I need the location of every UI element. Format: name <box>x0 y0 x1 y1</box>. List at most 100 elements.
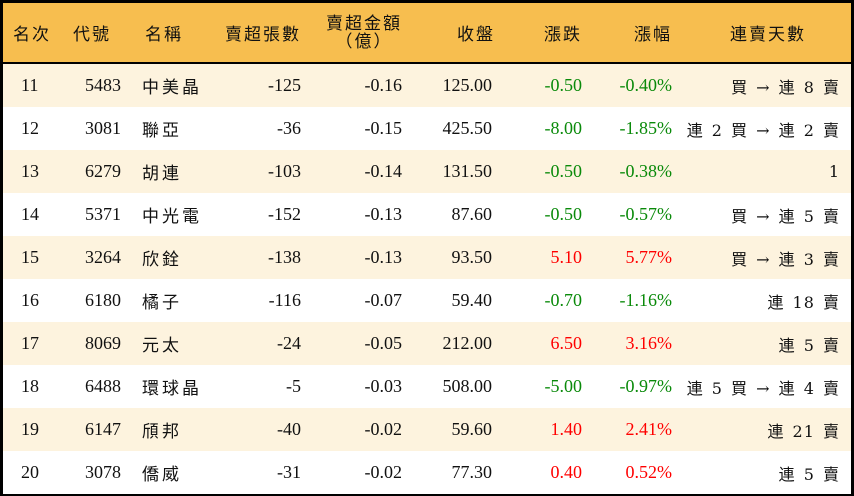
change-pct-cell: -0.57% <box>619 204 673 224</box>
close-price-cell: 508.00 <box>442 376 493 396</box>
header-net-sell-amount: 賣超金額 （億） <box>323 3 405 62</box>
table-row: 14 5371 中光電 -152 -0.13 87.60 -0.50 -0.57% 買 → 連 … <box>3 193 851 236</box>
code-cell: 3264 <box>85 247 121 267</box>
rank-cell: 19 <box>21 419 39 439</box>
table-row: 16 6180 橘子 -116 -0.07 59.40 -0.70 -1.16% 連 18 賣 <box>3 279 851 322</box>
name-cell: 中光電 <box>142 207 202 227</box>
code-cell: 3081 <box>85 118 121 138</box>
rank-cell: 12 <box>21 118 39 138</box>
net-sell-volume-cell: -125 <box>268 75 301 95</box>
rank-cell: 17 <box>21 333 39 353</box>
net-sell-volume-cell: -116 <box>268 290 301 310</box>
change-pct-cell: -0.38% <box>619 161 673 181</box>
streak-cell: 1 <box>828 162 840 181</box>
close-price-cell: 59.60 <box>451 419 493 439</box>
net-sell-volume-cell: -138 <box>268 247 301 267</box>
table-row: 13 6279 胡連 -103 -0.14 131.50 -0.50 -0.38% 1 <box>3 150 851 193</box>
net-sell-amount-cell: -0.13 <box>364 247 403 267</box>
net-sell-ranking-table: 名次 代號 名稱 賣超張數 賣超金額 （億） 收盤 漲跌 漲幅 連賣天數 11 5… <box>3 3 851 494</box>
close-price-cell: 125.00 <box>442 75 493 95</box>
header-rank: 名次 <box>13 25 51 45</box>
net-sell-amount-cell: -0.07 <box>364 290 403 310</box>
change-cell: 1.40 <box>550 419 583 439</box>
code-cell: 6488 <box>85 376 121 396</box>
change-pct-cell: 0.52% <box>625 462 673 482</box>
change-cell: -5.00 <box>544 376 583 396</box>
change-cell: -0.50 <box>544 75 583 95</box>
net-sell-volume-cell: -152 <box>268 204 301 224</box>
close-price-cell: 212.00 <box>442 333 493 353</box>
change-pct-cell: -1.85% <box>619 118 673 138</box>
net-sell-amount-cell: -0.03 <box>364 376 403 396</box>
code-cell: 6279 <box>85 161 121 181</box>
name-cell: 僑威 <box>142 465 182 485</box>
change-pct-cell: -0.40% <box>619 75 673 95</box>
header-code: 代號 <box>73 25 111 45</box>
streak-cell: 連 5 賣 <box>778 464 840 484</box>
code-cell: 3078 <box>85 462 121 482</box>
table-row: 17 8069 元太 -24 -0.05 212.00 6.50 3.16% 連 5 賣 <box>3 322 851 365</box>
streak-cell: 買 → 連 8 賣 <box>731 77 840 97</box>
net-sell-amount-cell: -0.15 <box>364 118 403 138</box>
name-cell: 中美晶 <box>142 78 202 98</box>
name-cell: 橘子 <box>142 293 182 313</box>
net-sell-volume-cell: -24 <box>277 333 301 353</box>
rank-cell: 14 <box>21 204 39 224</box>
change-pct-cell: 2.41% <box>625 419 673 439</box>
net-sell-volume-cell: -103 <box>268 161 301 181</box>
net-sell-amount-cell: -0.05 <box>364 333 403 353</box>
close-price-cell: 87.60 <box>451 204 493 224</box>
net-sell-volume-cell: -36 <box>277 118 301 138</box>
close-price-cell: 93.50 <box>451 247 493 267</box>
close-price-cell: 59.40 <box>451 290 493 310</box>
net-sell-amount-cell: -0.16 <box>364 75 403 95</box>
change-cell: 0.40 <box>550 462 583 482</box>
net-sell-volume-cell: -31 <box>277 462 301 482</box>
change-cell: -0.70 <box>544 290 583 310</box>
rank-cell: 13 <box>21 161 39 181</box>
change-pct-cell: -0.97% <box>619 376 673 396</box>
header-net-sell-amount-line1: 賣超金額 <box>326 13 402 34</box>
header-streak: 連賣天數 <box>730 25 806 45</box>
net-sell-volume-cell: -40 <box>277 419 301 439</box>
code-cell: 5483 <box>85 75 121 95</box>
streak-cell: 連 18 賣 <box>767 292 840 312</box>
rank-cell: 18 <box>21 376 39 396</box>
change-pct-cell: 3.16% <box>625 333 673 353</box>
table-body: 11 5483 中美晶 -125 -0.16 125.00 -0.50 -0.40% 買 → 連… <box>3 64 851 494</box>
name-cell: 聯亞 <box>142 121 182 141</box>
streak-cell: 連 5 買 → 連 4 賣 <box>686 378 840 398</box>
table-row: 18 6488 環球晶 -5 -0.03 508.00 -5.00 -0.97% 連 5 買 →… <box>3 365 851 408</box>
table-row: 12 3081 聯亞 -36 -0.15 425.50 -8.00 -1.85% 連 2 買 →… <box>3 107 851 150</box>
change-pct-cell: -1.16% <box>619 290 673 310</box>
rank-cell: 20 <box>21 462 39 482</box>
net-sell-amount-cell: -0.13 <box>364 204 403 224</box>
name-cell: 環球晶 <box>142 379 202 399</box>
change-cell: -0.50 <box>544 204 583 224</box>
header-name: 名稱 <box>145 25 183 45</box>
rank-cell: 11 <box>21 75 39 95</box>
code-cell: 5371 <box>85 204 121 224</box>
header-change: 漲跌 <box>544 25 582 45</box>
name-cell: 頎邦 <box>142 422 182 442</box>
streak-cell: 連 5 賣 <box>778 335 840 355</box>
table-header: 名次 代號 名稱 賣超張數 賣超金額 （億） 收盤 漲跌 漲幅 連賣天數 <box>3 3 851 64</box>
name-cell: 欣銓 <box>142 250 182 270</box>
name-cell: 胡連 <box>142 164 182 184</box>
header-close: 收盤 <box>457 25 495 45</box>
net-sell-amount-cell: -0.14 <box>364 161 403 181</box>
name-cell: 元太 <box>142 336 182 356</box>
change-cell: -8.00 <box>544 118 583 138</box>
change-cell: 6.50 <box>550 333 583 353</box>
code-cell: 6180 <box>85 290 121 310</box>
streak-cell: 買 → 連 3 賣 <box>731 249 840 269</box>
net-sell-volume-cell: -5 <box>286 376 301 396</box>
close-price-cell: 77.30 <box>451 462 493 482</box>
header-change-pct: 漲幅 <box>634 25 672 45</box>
code-cell: 6147 <box>85 419 121 439</box>
streak-cell: 買 → 連 5 賣 <box>731 206 840 226</box>
change-pct-cell: 5.77% <box>625 247 673 267</box>
rank-cell: 15 <box>21 247 39 267</box>
table-row: 20 3078 僑威 -31 -0.02 77.30 0.40 0.52% 連 5 賣 <box>3 451 851 494</box>
streak-cell: 連 2 買 → 連 2 賣 <box>686 120 840 140</box>
